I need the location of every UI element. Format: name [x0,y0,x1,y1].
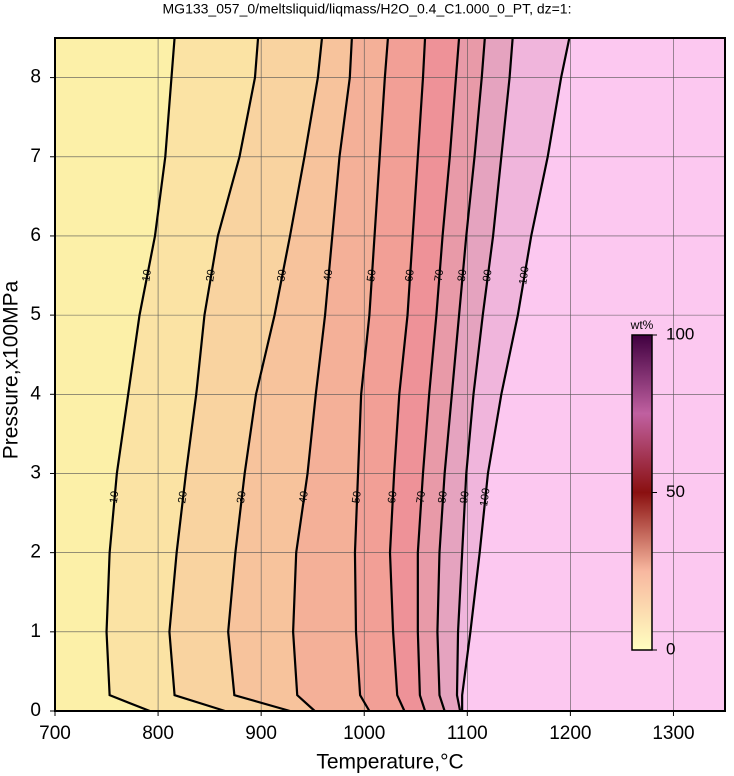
contour-label: 40 [297,490,311,504]
contour-label: 80 [456,269,470,283]
x-tick-label: 800 [142,723,174,744]
contour-label: 70 [433,269,447,283]
contour-line [227,37,324,713]
chart-title: MG133_057_0/meltsliquid/liqmass/H2O_0.4_… [163,1,572,17]
contour-label: 40 [322,269,336,283]
contour-line [168,37,260,713]
contour-label: 20 [204,269,218,283]
x-tick-label: 1000 [343,723,385,744]
contour-line [436,37,486,712]
contour-line [416,37,461,712]
contour-label: 90 [481,269,495,283]
x-tick-label: 1200 [549,723,591,744]
y-tick-label: 6 [30,225,41,246]
y-tick-label: 7 [30,146,41,167]
x-tick-label: 900 [245,723,277,744]
contour-label: 30 [275,269,289,283]
contour-line [461,37,571,711]
y-tick-label: 4 [30,383,41,404]
contour-label: 50 [350,490,364,504]
contour-line [292,37,353,712]
y-axis-label: Pressure,x100MPa [0,280,23,459]
y-tick-label: 2 [30,542,41,563]
y-tick-label: 5 [30,304,41,325]
y-tick-label: 0 [30,700,41,721]
colorbar [631,334,653,651]
x-axis-label: Temperature,°C [316,751,463,774]
colorbar-label: wt% [630,318,654,332]
plot-frame [54,37,726,712]
colorbar-tick-label: 50 [666,482,685,501]
contour-label: 70 [415,490,429,504]
x-tick-label: 1100 [447,723,488,744]
colorbar-tick-label: 0 [666,639,675,658]
contour-label: 60 [403,269,417,283]
contour-line [388,37,427,712]
contour-label: 90 [458,490,472,504]
y-tick-label: 3 [30,462,41,483]
contour-line [455,37,514,712]
x-tick-label: 1300 [652,723,694,744]
contour-label: 20 [176,490,190,504]
contour-label: 100 [517,266,531,286]
contour-line [353,37,390,712]
contour-label: 10 [140,269,154,283]
x-tick-label: 700 [39,723,71,744]
y-tick-label: 1 [30,621,41,642]
contour-label: 10 [108,490,122,504]
y-tick-label: 8 [30,67,41,88]
contour-label: 30 [235,490,249,504]
contour-label: 60 [386,490,400,504]
contour-label: 50 [365,269,379,283]
colorbar-tick-label: 100 [666,324,694,343]
contour-label: 100 [478,487,492,507]
contour-line [105,37,176,713]
contour-label: 80 [436,490,450,504]
